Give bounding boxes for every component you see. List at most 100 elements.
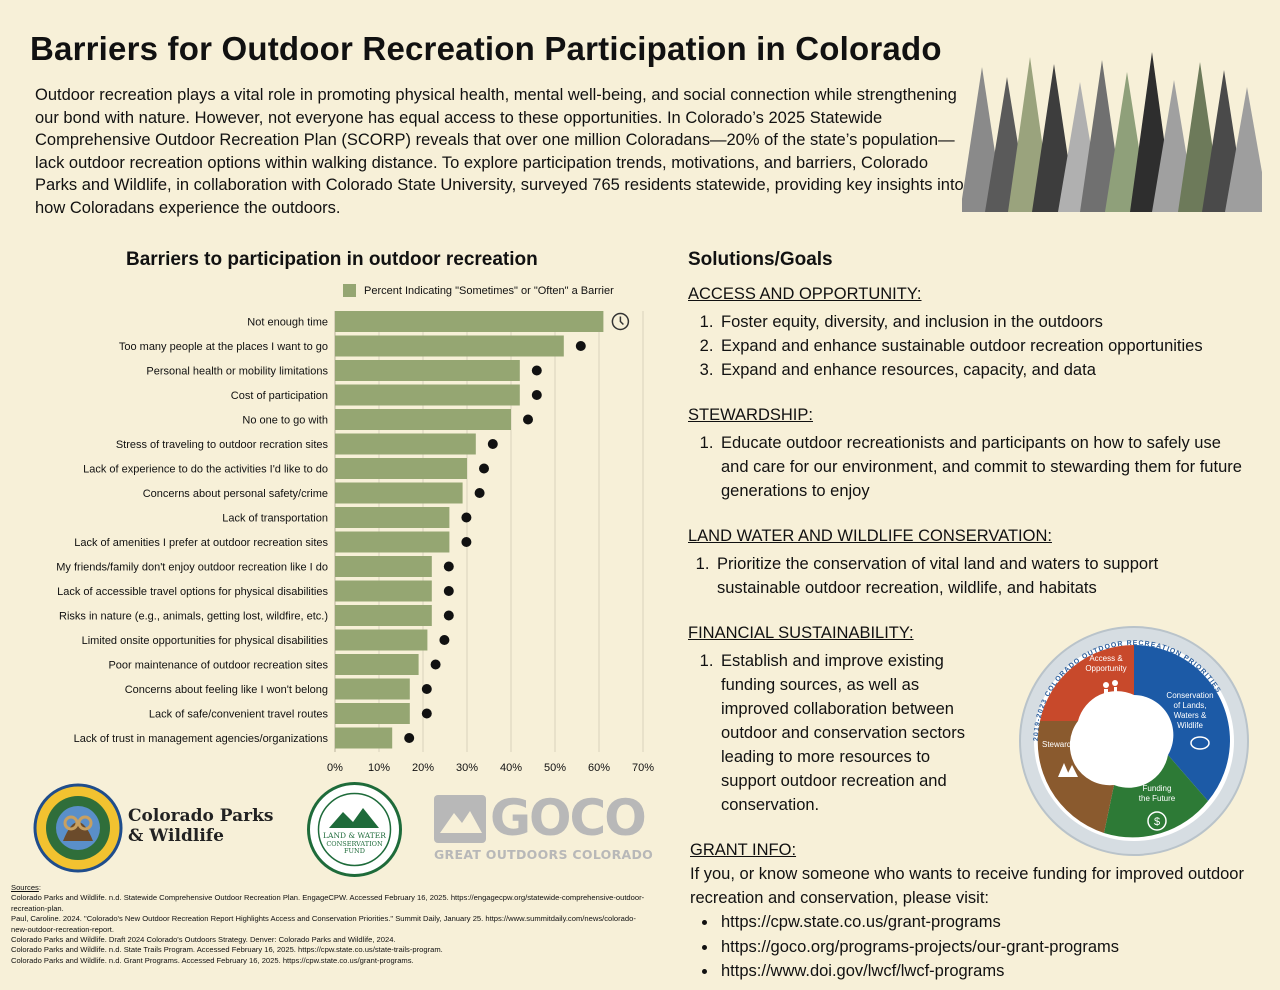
category-label: Lack of amenities I prefer at outdoor re… [74, 537, 328, 549]
category-label: Concerns about personal safety/crime [143, 488, 328, 500]
grant-text: If you, or know someone who wants to rec… [690, 865, 1244, 907]
fish-icon [1190, 736, 1210, 750]
category-label: Lack of experience to do the activities … [83, 464, 328, 476]
svg-text:CONSERVATION: CONSERVATION [326, 840, 383, 848]
source-line: Colorado Parks and Wildlife. Draft 2024 … [11, 935, 396, 945]
section-conservation: LAND WATER AND WILDLIFE CONSERVATION: Pr… [688, 527, 1208, 600]
category-label: Cost of participation [231, 390, 328, 402]
x-tick-label: 30% [456, 762, 478, 774]
wheel-label-access: Access & Opportunity [1085, 654, 1126, 673]
bar [335, 678, 410, 700]
chart-title: Barriers to participation in outdoor rec… [126, 249, 538, 270]
heart-health-icon [531, 365, 542, 376]
bar [335, 458, 467, 479]
section-heading: LAND WATER AND WILDLIFE CONSERVATION: [688, 527, 1052, 545]
category-label: No one to go with [242, 415, 328, 427]
tree-shape [1225, 87, 1262, 212]
section-heading: FINANCIAL SUSTAINABILITY: [688, 624, 914, 642]
solutions-title: Solutions/Goals [688, 249, 833, 270]
hiker-icon [1103, 680, 1118, 699]
x-tick-label: 60% [588, 762, 610, 774]
amenities-icon [461, 537, 472, 547]
list-item: Foster equity, diversity, and inclusion … [718, 310, 1203, 334]
category-label: Not enough time [247, 317, 328, 329]
x-tick-label: 40% [500, 762, 522, 774]
x-tick-label: 20% [412, 762, 434, 774]
bar [335, 605, 432, 626]
barrier-bar-chart: Not enough time Too many people at the pl… [56, 311, 654, 774]
category-label: Too many people at the places I want to … [119, 341, 328, 353]
goco-logo: GOCO GREAT OUTDOORS COLORADO [432, 789, 653, 862]
section-grant: GRANT INFO: If you, or know someone who … [690, 841, 1250, 984]
bar [335, 531, 450, 553]
page-title: Barriers for Outdoor Recreation Particip… [30, 30, 942, 67]
list-item: Expand and enhance resources, capacity, … [718, 358, 1203, 382]
list-item: Establish and improve existing funding s… [718, 649, 988, 817]
bar [335, 629, 428, 651]
friends-icon [443, 561, 454, 572]
bar [335, 335, 564, 357]
wheel-segment-funding [1104, 755, 1208, 838]
list-item: Prioritize the conservation of vital lan… [714, 552, 1208, 600]
cpw-name-line: Colorado Parks [128, 806, 274, 826]
goco-wordmark: GOCO [490, 789, 647, 847]
alone-person-icon [523, 414, 533, 425]
chart-legend: Percent Indicating "Sometimes" or "Often… [343, 284, 614, 297]
warning-icon [474, 488, 485, 498]
source-line: Colorado Parks and Wildlife. n.d. Statew… [11, 893, 645, 913]
svg-text:LAND & WATER: LAND & WATER [323, 831, 386, 840]
bar [335, 433, 476, 455]
category-label: Lack of accessible travel options for ph… [57, 586, 328, 598]
bar [335, 654, 419, 675]
vehicles-icon [461, 512, 472, 523]
bar [335, 311, 604, 332]
source-line: Colorado Parks and Wildlife. n.d. State … [11, 945, 443, 955]
section-financial: FINANCIAL SUSTAINABILITY: Establish and … [688, 624, 988, 817]
not-belong-icon [421, 684, 432, 694]
bar [335, 507, 450, 528]
category-label: Lack of transportation [222, 513, 328, 525]
bar [335, 384, 520, 406]
category-label: Personal health or mobility limitations [146, 366, 328, 378]
price-tag-icon [531, 390, 542, 400]
grant-link[interactable]: https://cpw.state.co.us/grant-programs [718, 910, 1250, 935]
intro-paragraph: Outdoor recreation plays a vital role in… [35, 86, 964, 217]
wheel-label-conservation: Conservation of Lands, Waters & Wildlife [1166, 691, 1213, 730]
bar [335, 409, 511, 430]
cpw-name: Colorado Parks & Wildlife [128, 806, 273, 846]
list-item: Expand and enhance sustainable outdoor r… [718, 334, 1203, 358]
accessible-travel-icon [443, 586, 454, 596]
cpw-logo [33, 783, 123, 873]
bear-icon [443, 610, 454, 621]
cpw-name-line: & Wildlife [128, 826, 224, 846]
legend-swatch [343, 284, 356, 297]
category-label: Lack of trust in management agencies/org… [74, 733, 329, 745]
category-label: Stress of traveling to outdoor recration… [116, 439, 329, 451]
section-access: ACCESS AND OPPORTUNITY: Foster equity, d… [688, 285, 1203, 382]
bar [335, 580, 432, 602]
stressed-head-icon [487, 439, 498, 449]
category-label: Poor maintenance of outdoor recreation s… [108, 660, 328, 672]
section-heading: ACCESS AND OPPORTUNITY: [688, 285, 922, 303]
crowd-icon [575, 341, 586, 351]
wheel-segment-access [1040, 644, 1134, 721]
bar [335, 360, 520, 381]
priorities-wheel: 2019-2023 COLORADO OUTDOOR RECREATION PR… [1019, 626, 1249, 856]
category-label: Risks in nature (e.g., animals, getting … [59, 611, 328, 623]
bar [335, 556, 432, 577]
sources-heading: Sources [11, 883, 39, 892]
source-line: Colorado Parks and Wildlife. n.d. Grant … [11, 955, 414, 965]
handshake-icon [404, 733, 415, 743]
goco-mountain-icon [434, 795, 486, 843]
category-label: Concerns about feeling like I won't belo… [125, 684, 328, 696]
wheel-label-funding: Funding the Future [1139, 784, 1176, 803]
category-label: My friends/family don't enjoy outdoor re… [56, 562, 328, 574]
bar [335, 727, 393, 749]
svg-text:$: $ [1154, 816, 1160, 828]
x-tick-label: 10% [368, 762, 390, 774]
sources: Sources: Colorado Parks and Wildlife. n.… [11, 883, 651, 966]
learner-icon [479, 463, 489, 474]
legend-label: Percent Indicating "Sometimes" or "Often… [364, 284, 614, 297]
grant-link[interactable]: https://www.doi.gov/lwcf/lwcf-programs [718, 959, 1250, 984]
grant-link[interactable]: https://goco.org/programs-projects/our-g… [718, 935, 1250, 960]
